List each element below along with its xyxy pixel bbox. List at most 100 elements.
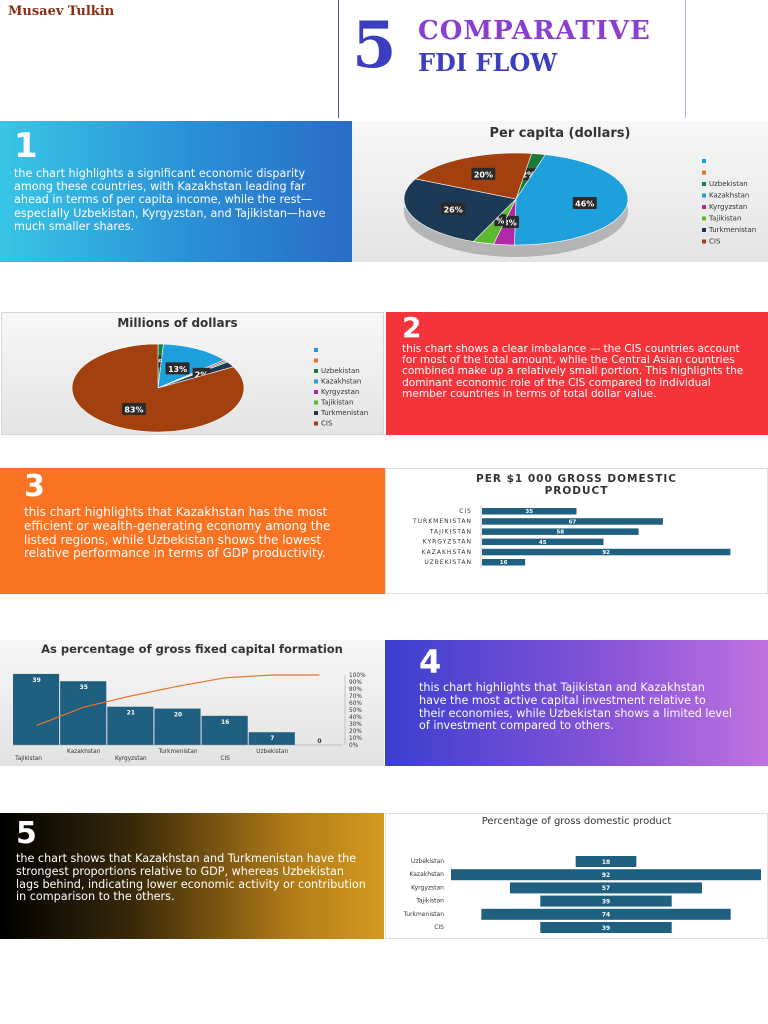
- data-label: 58: [556, 530, 564, 536]
- legend-label: Kazakhstan: [709, 192, 749, 200]
- data-label: 3%: [503, 218, 517, 227]
- chart-percent-gdp: Percentage of gross domestic product Uzb…: [385, 813, 768, 939]
- chart-title: Percentage of gross domestic product: [481, 816, 672, 827]
- data-label: 83%: [124, 405, 143, 414]
- tick-label: Kazakhstan: [409, 871, 444, 878]
- data-label-box: [441, 202, 466, 215]
- panel-text: the chart shows that Kazakhstan and Turk…: [16, 852, 366, 904]
- author-name: Musaev Tulkin: [8, 4, 115, 19]
- y2-tick-label: 0%: [349, 743, 359, 749]
- chart-title: PER $1 000 GROSS DOMESTIC PRODUCT: [476, 473, 677, 497]
- bar: [482, 559, 526, 566]
- bar: [540, 922, 672, 933]
- data-label: 20%: [474, 170, 493, 179]
- bar: [540, 895, 672, 907]
- data-label: 2%: [522, 171, 536, 180]
- y2-tick-label: 60%: [349, 701, 362, 707]
- page-title-line2: FDI FLOW: [418, 48, 558, 77]
- bar: [482, 548, 731, 556]
- bar: [575, 856, 637, 867]
- cumulative-line: [36, 674, 320, 726]
- legend-swatch: [314, 400, 318, 405]
- legend-swatch: [702, 205, 706, 209]
- pie-chart-millions: 1%13% 2% 83% Uzbekistan Kazakhstan Kyrgyzstan…: [71, 343, 368, 433]
- panel-1: 1 the chart highlights a significant eco…: [0, 121, 352, 262]
- data-label: 35: [80, 684, 88, 691]
- legend-swatch: [702, 193, 706, 198]
- panel-number: 3: [24, 469, 45, 504]
- chart-millions: Millions of dollars 1% 13% 2% 83% Uzbekistan…: [1, 312, 384, 435]
- page-title-line1: COMPARATIVE: [418, 16, 651, 46]
- data-label: 26%: [444, 205, 463, 214]
- data-label: 13%: [168, 365, 187, 374]
- data-label: 92: [602, 550, 610, 556]
- bar: [248, 732, 295, 745]
- chart-title: As percentage of gross fixed capital for…: [41, 642, 343, 656]
- data-label: 1%: [153, 358, 167, 367]
- header-divider-right: [685, 0, 686, 118]
- y2-tick-label: 90%: [349, 680, 362, 686]
- bar: [482, 518, 663, 525]
- y2-tick-label: 40%: [349, 715, 362, 721]
- funnel-chart-percent-gdp: Uzbekistan 18 Kazakhstan 92 Kyrgyzstan 57 Taji…: [403, 856, 761, 933]
- data-label: 45: [539, 540, 547, 546]
- chart-per-capita: Per capita (dollars) 2% 46% 3%% 26% 20% Uzbek…: [352, 121, 768, 262]
- tick-label: KAZAKHSTAN: [422, 549, 472, 556]
- panel-5: 5 the chart shows that Kazakhstan and Tu…: [0, 813, 384, 939]
- data-label: 20: [174, 712, 182, 719]
- legend-swatch: [702, 170, 706, 175]
- data-label: 7: [270, 735, 274, 742]
- legend-label: Turkmenistan: [708, 226, 756, 234]
- tick-label: Tajikistan: [415, 898, 444, 905]
- legend-label: Tajikistan: [708, 215, 741, 223]
- y2-tick-label: 50%: [349, 708, 362, 714]
- y2-tick-label: 10%: [349, 736, 362, 742]
- legend-swatch: [702, 239, 706, 244]
- panel-2: 2 this chart shows a clear imbalance — t…: [386, 312, 768, 435]
- title-number: 5: [352, 8, 397, 83]
- tick-label: CIS: [434, 924, 444, 931]
- tick-label: TURKMENISTAN: [412, 518, 472, 525]
- panel-text: this chart highlights that Tajikistan an…: [419, 681, 732, 733]
- legend-swatch: [702, 216, 706, 221]
- pie-chart-per-capita: 2% 46% 3%% 26% 20% Uzbekistan Kazakhstan Kyrgyz…: [403, 152, 756, 257]
- legend-swatch: [314, 369, 318, 373]
- tick-label: CIS: [459, 508, 472, 515]
- legend-swatch: [314, 348, 318, 352]
- panel-number: 2: [402, 311, 422, 344]
- tick-label: Uzbekistan: [256, 749, 288, 755]
- legend-swatch: [314, 411, 318, 415]
- tick-label: Kazakhstan: [67, 749, 101, 755]
- bar: [451, 869, 761, 881]
- tick-label: TAJIKISTAN: [429, 528, 472, 535]
- panel-number: 5: [16, 816, 37, 851]
- pie-slice-cis: [71, 343, 245, 433]
- tick-label: Kyrgyzstan: [411, 884, 444, 891]
- data-label: 39: [602, 925, 610, 932]
- panel-4: 4 this chart highlights that Tajikistan …: [385, 640, 768, 766]
- legend-label: Tajikistan: [320, 399, 353, 407]
- bar: [107, 706, 154, 745]
- data-label: 39: [602, 898, 610, 905]
- data-label: 46%: [575, 199, 594, 208]
- pie-slice-kazakhstan: [157, 343, 225, 389]
- data-label-box: [572, 196, 597, 209]
- bar: [154, 708, 201, 745]
- panel-text: this chart shows a clear imbalance — the…: [402, 343, 744, 400]
- legend-label: CIS: [321, 420, 333, 428]
- panel-3: 3 this chart highlights that Kazakhstan …: [0, 468, 385, 594]
- legend-swatch: [702, 182, 706, 186]
- panel-text: this chart highlights that Kazakhstan ha…: [24, 505, 331, 561]
- legend-label: CIS: [709, 238, 721, 246]
- legend-label: Kyrgyzstan: [321, 388, 359, 396]
- data-label-box: [165, 362, 190, 375]
- data-label: 67: [569, 519, 577, 525]
- legend-label: Turkmenistan: [320, 409, 368, 417]
- data-label: 16: [500, 560, 508, 566]
- panel-number: 4: [419, 643, 442, 681]
- pie-slice-kazakhstan: [514, 154, 629, 246]
- data-label: 39: [32, 677, 40, 684]
- bar: [13, 673, 60, 745]
- data-label: 16: [221, 719, 229, 726]
- y2-tick-label: 30%: [349, 722, 362, 728]
